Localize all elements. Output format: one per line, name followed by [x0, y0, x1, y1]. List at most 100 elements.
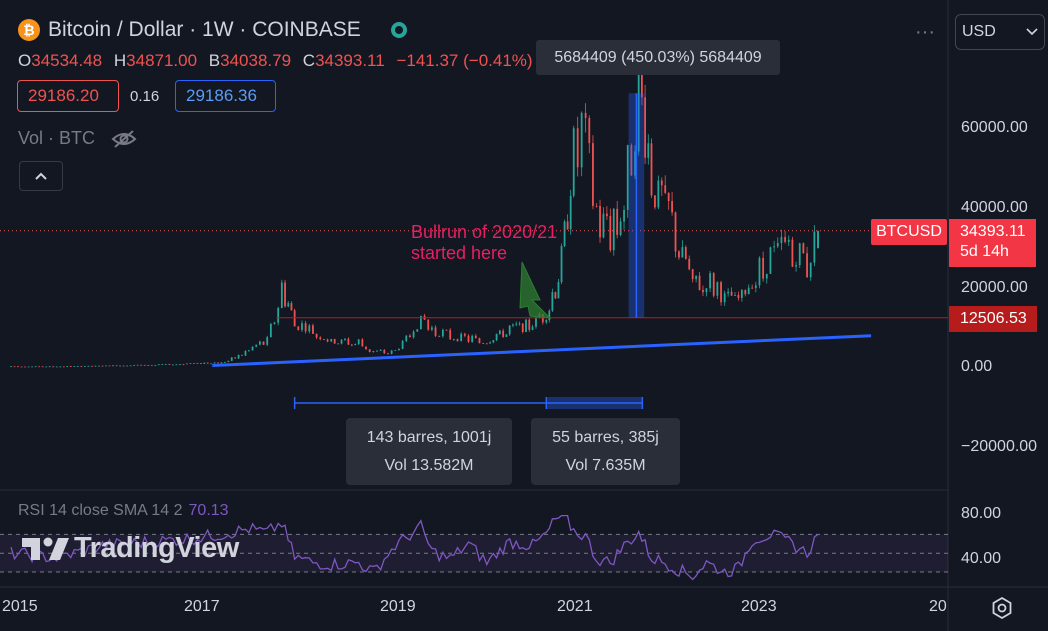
candle-body: [394, 350, 397, 352]
text-annotation[interactable]: Bullrun of 2020/21 started here: [411, 222, 558, 263]
candle-body: [619, 221, 622, 235]
candle-body: [368, 349, 371, 352]
candle-body: [720, 282, 722, 303]
symbol-title[interactable]: Bitcoin / Dollar · 1W · COINBASE: [48, 18, 361, 41]
last-price-tag: 34393.11 5d 14h: [949, 219, 1036, 267]
candle-body: [175, 364, 178, 366]
x-tick-2021: 2021: [557, 598, 593, 615]
candle-body: [230, 357, 233, 361]
candle-body: [101, 365, 104, 367]
rsi-line: [10, 514, 819, 581]
currency-select[interactable]: USD: [955, 14, 1045, 50]
candle-body: [740, 290, 743, 298]
candle-body: [220, 362, 223, 364]
candle-body: [390, 350, 393, 354]
candle-body: [769, 247, 772, 274]
candle-body: [55, 366, 58, 368]
candle-body: [287, 303, 290, 307]
candle-body: [431, 327, 433, 330]
candle-body: [319, 337, 322, 340]
candle-body: [193, 363, 195, 364]
candle-body: [576, 128, 579, 168]
rsi-label: RSI 14 close SMA 14 2: [18, 502, 183, 519]
candle-body: [244, 351, 247, 356]
candle-body: [485, 343, 488, 345]
candle-body: [521, 323, 524, 333]
candle-body: [168, 364, 171, 365]
sell-button[interactable]: 29186.20: [17, 80, 119, 112]
range2-bars: 55 barres, 385j: [552, 428, 659, 446]
candle-body: [595, 205, 598, 207]
candle-body: [518, 323, 521, 325]
candle-body: [616, 208, 619, 235]
candle-body: [441, 329, 444, 337]
more-horizontal-icon: ···: [915, 20, 935, 43]
rsi-tick-40: 40.00: [961, 550, 1002, 567]
candle-body: [416, 329, 419, 332]
candle-body: [48, 366, 51, 368]
candle-body: [41, 366, 44, 368]
candle-body: [599, 205, 601, 238]
candle-body: [482, 343, 485, 344]
trendline: [212, 334, 872, 368]
low-value: 34038.79: [220, 51, 292, 70]
candle-body: [94, 365, 97, 367]
candle-body: [143, 364, 146, 366]
y-tick-20000: 20000.00: [961, 279, 1028, 296]
candle-body: [290, 303, 293, 311]
candle-body: [660, 180, 663, 186]
candle-body: [580, 112, 583, 168]
candle-body: [427, 319, 430, 330]
candle-body: [280, 282, 283, 308]
candle-body: [115, 365, 118, 367]
candle-body: [350, 344, 353, 346]
candle-body: [563, 221, 566, 247]
candle-body: [112, 365, 114, 367]
candle-body: [560, 246, 563, 283]
candle-body: [20, 366, 23, 368]
x-tick-2015: 2015: [2, 598, 38, 615]
candle-body: [161, 364, 164, 365]
candle-body: [505, 334, 508, 337]
chevron-up-icon: [35, 172, 47, 180]
bitcoin-icon: ₿: [18, 19, 40, 41]
chart-title-bar[interactable]: ₿ Bitcoin / Dollar · 1W · COINBASE: [18, 18, 407, 42]
more-options-button[interactable]: ···: [906, 16, 944, 48]
eye-off-icon[interactable]: [111, 129, 137, 149]
candle-body: [531, 326, 534, 330]
candle-body: [434, 327, 437, 336]
candle-body: [545, 319, 548, 323]
candle-body: [637, 60, 640, 152]
arrow-annotation: [519, 261, 552, 319]
open-value: 34534.48: [31, 51, 103, 70]
candle-body: [126, 365, 129, 367]
last-candle: [817, 230, 820, 249]
candle-body: [80, 365, 83, 367]
y-tick-40000: 40000.00: [961, 199, 1028, 216]
candle-body: [515, 323, 518, 325]
candle-body: [551, 292, 554, 311]
candle-body: [471, 335, 474, 342]
candle-body: [372, 350, 375, 352]
candle-body: [502, 330, 505, 337]
candle-body: [223, 361, 226, 363]
settings-gear-icon[interactable]: [990, 596, 1014, 620]
candle-body: [182, 364, 185, 365]
candle-body: [312, 325, 314, 334]
x-tick-2023: 2023: [741, 598, 777, 615]
candle-body: [189, 363, 192, 364]
candle-body: [59, 366, 62, 368]
buy-button[interactable]: 29186.36: [175, 80, 276, 112]
x-tick-2019: 2019: [380, 598, 416, 615]
candle-body: [277, 307, 280, 323]
candle-body: [566, 221, 569, 230]
collapse-legend-button[interactable]: [19, 161, 63, 191]
candle-body: [456, 339, 459, 342]
candle-body: [780, 236, 783, 243]
candle-body: [623, 209, 625, 222]
candle-body: [248, 350, 250, 352]
candle-body: [401, 341, 404, 349]
candle-body: [38, 366, 41, 368]
rsi-pane: [0, 514, 948, 581]
